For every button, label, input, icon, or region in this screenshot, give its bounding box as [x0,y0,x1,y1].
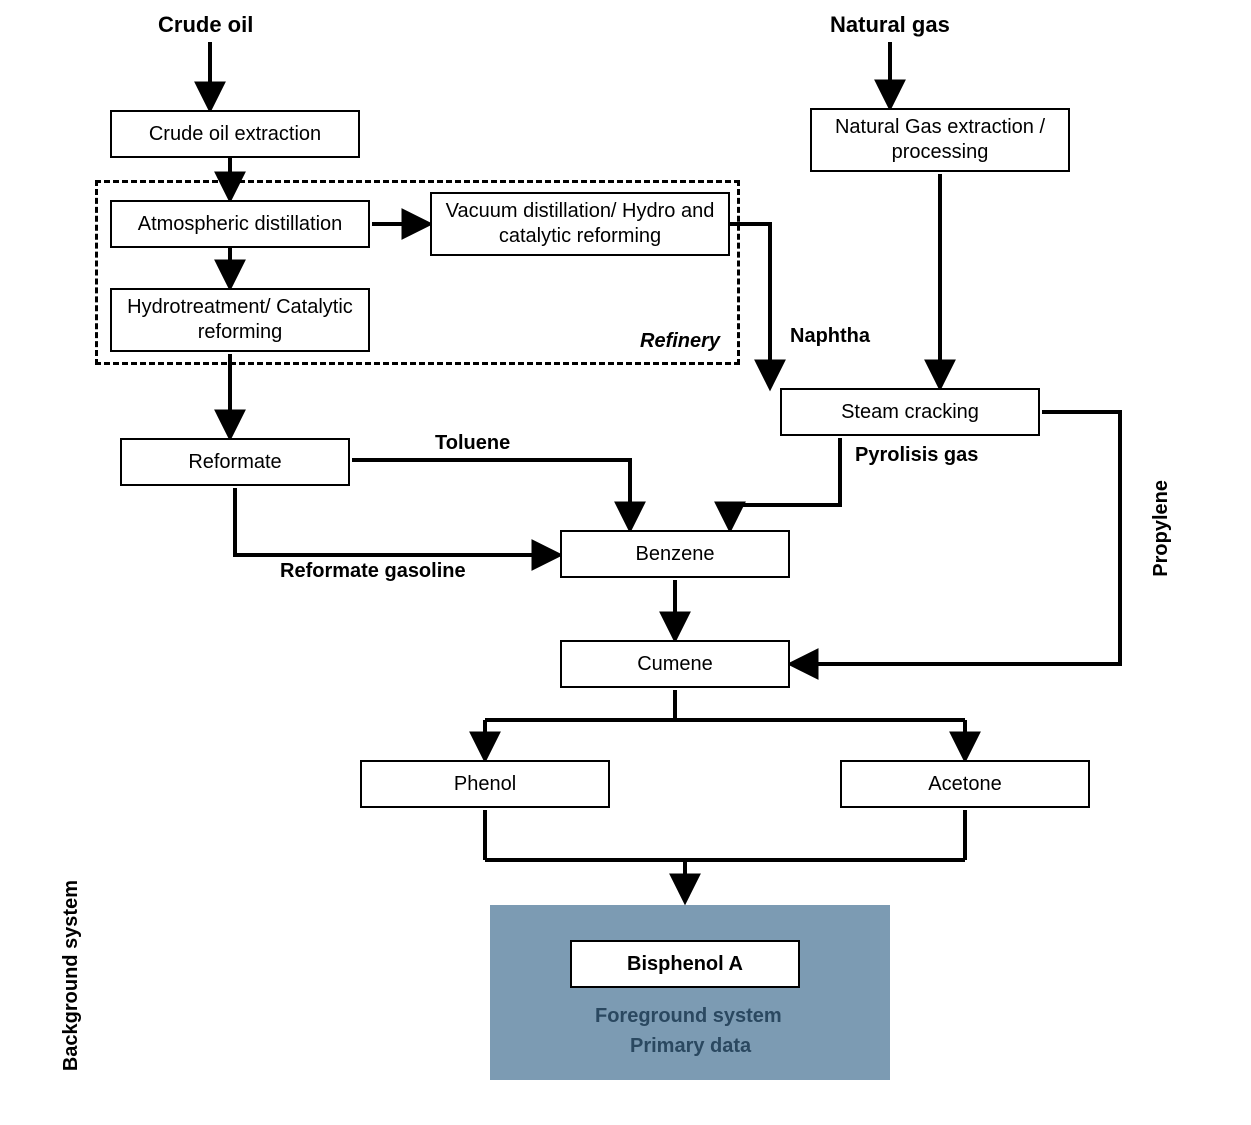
node-steam-cracking: Steam cracking [780,388,1040,436]
edge-label-reformate-gasoline: Reformate gasoline [280,560,466,583]
node-label: Bisphenol A [627,952,743,977]
node-atmospheric-distillation: Atmospheric distillation [110,200,370,248]
node-phenol: Phenol [360,760,610,808]
node-benzene: Benzene [560,530,790,578]
label-background-system: Background system [60,880,83,1071]
node-label: Steam cracking [841,400,979,425]
node-crude-oil-extraction: Crude oil extraction [110,110,360,158]
node-acetone: Acetone [840,760,1090,808]
node-label: Natural Gas extraction / processing [818,115,1062,165]
node-label: Phenol [454,772,516,797]
node-label: Vacuum distillation/ Hydro and catalytic… [438,199,722,249]
foreground-system-subtitle: Primary data [630,1035,751,1058]
node-label: Benzene [636,542,715,567]
input-label-crude-oil: Crude oil [158,12,253,38]
node-label: Reformate [188,450,281,475]
node-label: Crude oil extraction [149,122,321,147]
group-label-refinery: Refinery [640,330,720,353]
input-label-natural-gas: Natural gas [830,12,950,38]
edge-label-naphtha: Naphtha [790,325,870,348]
edge-label-pyrolisis-gas: Pyrolisis gas [855,444,978,467]
node-cumene: Cumene [560,640,790,688]
node-vacuum-distillation: Vacuum distillation/ Hydro and catalytic… [430,192,730,256]
edge-label-propylene: Propylene [1150,480,1173,577]
node-label: Cumene [637,652,713,677]
node-reformate: Reformate [120,438,350,486]
node-label: Acetone [928,772,1001,797]
node-natural-gas-extraction: Natural Gas extraction / processing [810,108,1070,172]
edge-label-toluene: Toluene [435,432,510,455]
node-bisphenol-a: Bisphenol A [570,940,800,988]
node-hydrotreatment: Hydrotreatment/ Catalytic reforming [110,288,370,352]
node-label: Atmospheric distillation [138,212,343,237]
node-label: Hydrotreatment/ Catalytic reforming [118,295,362,345]
foreground-system-title: Foreground system [595,1005,782,1028]
